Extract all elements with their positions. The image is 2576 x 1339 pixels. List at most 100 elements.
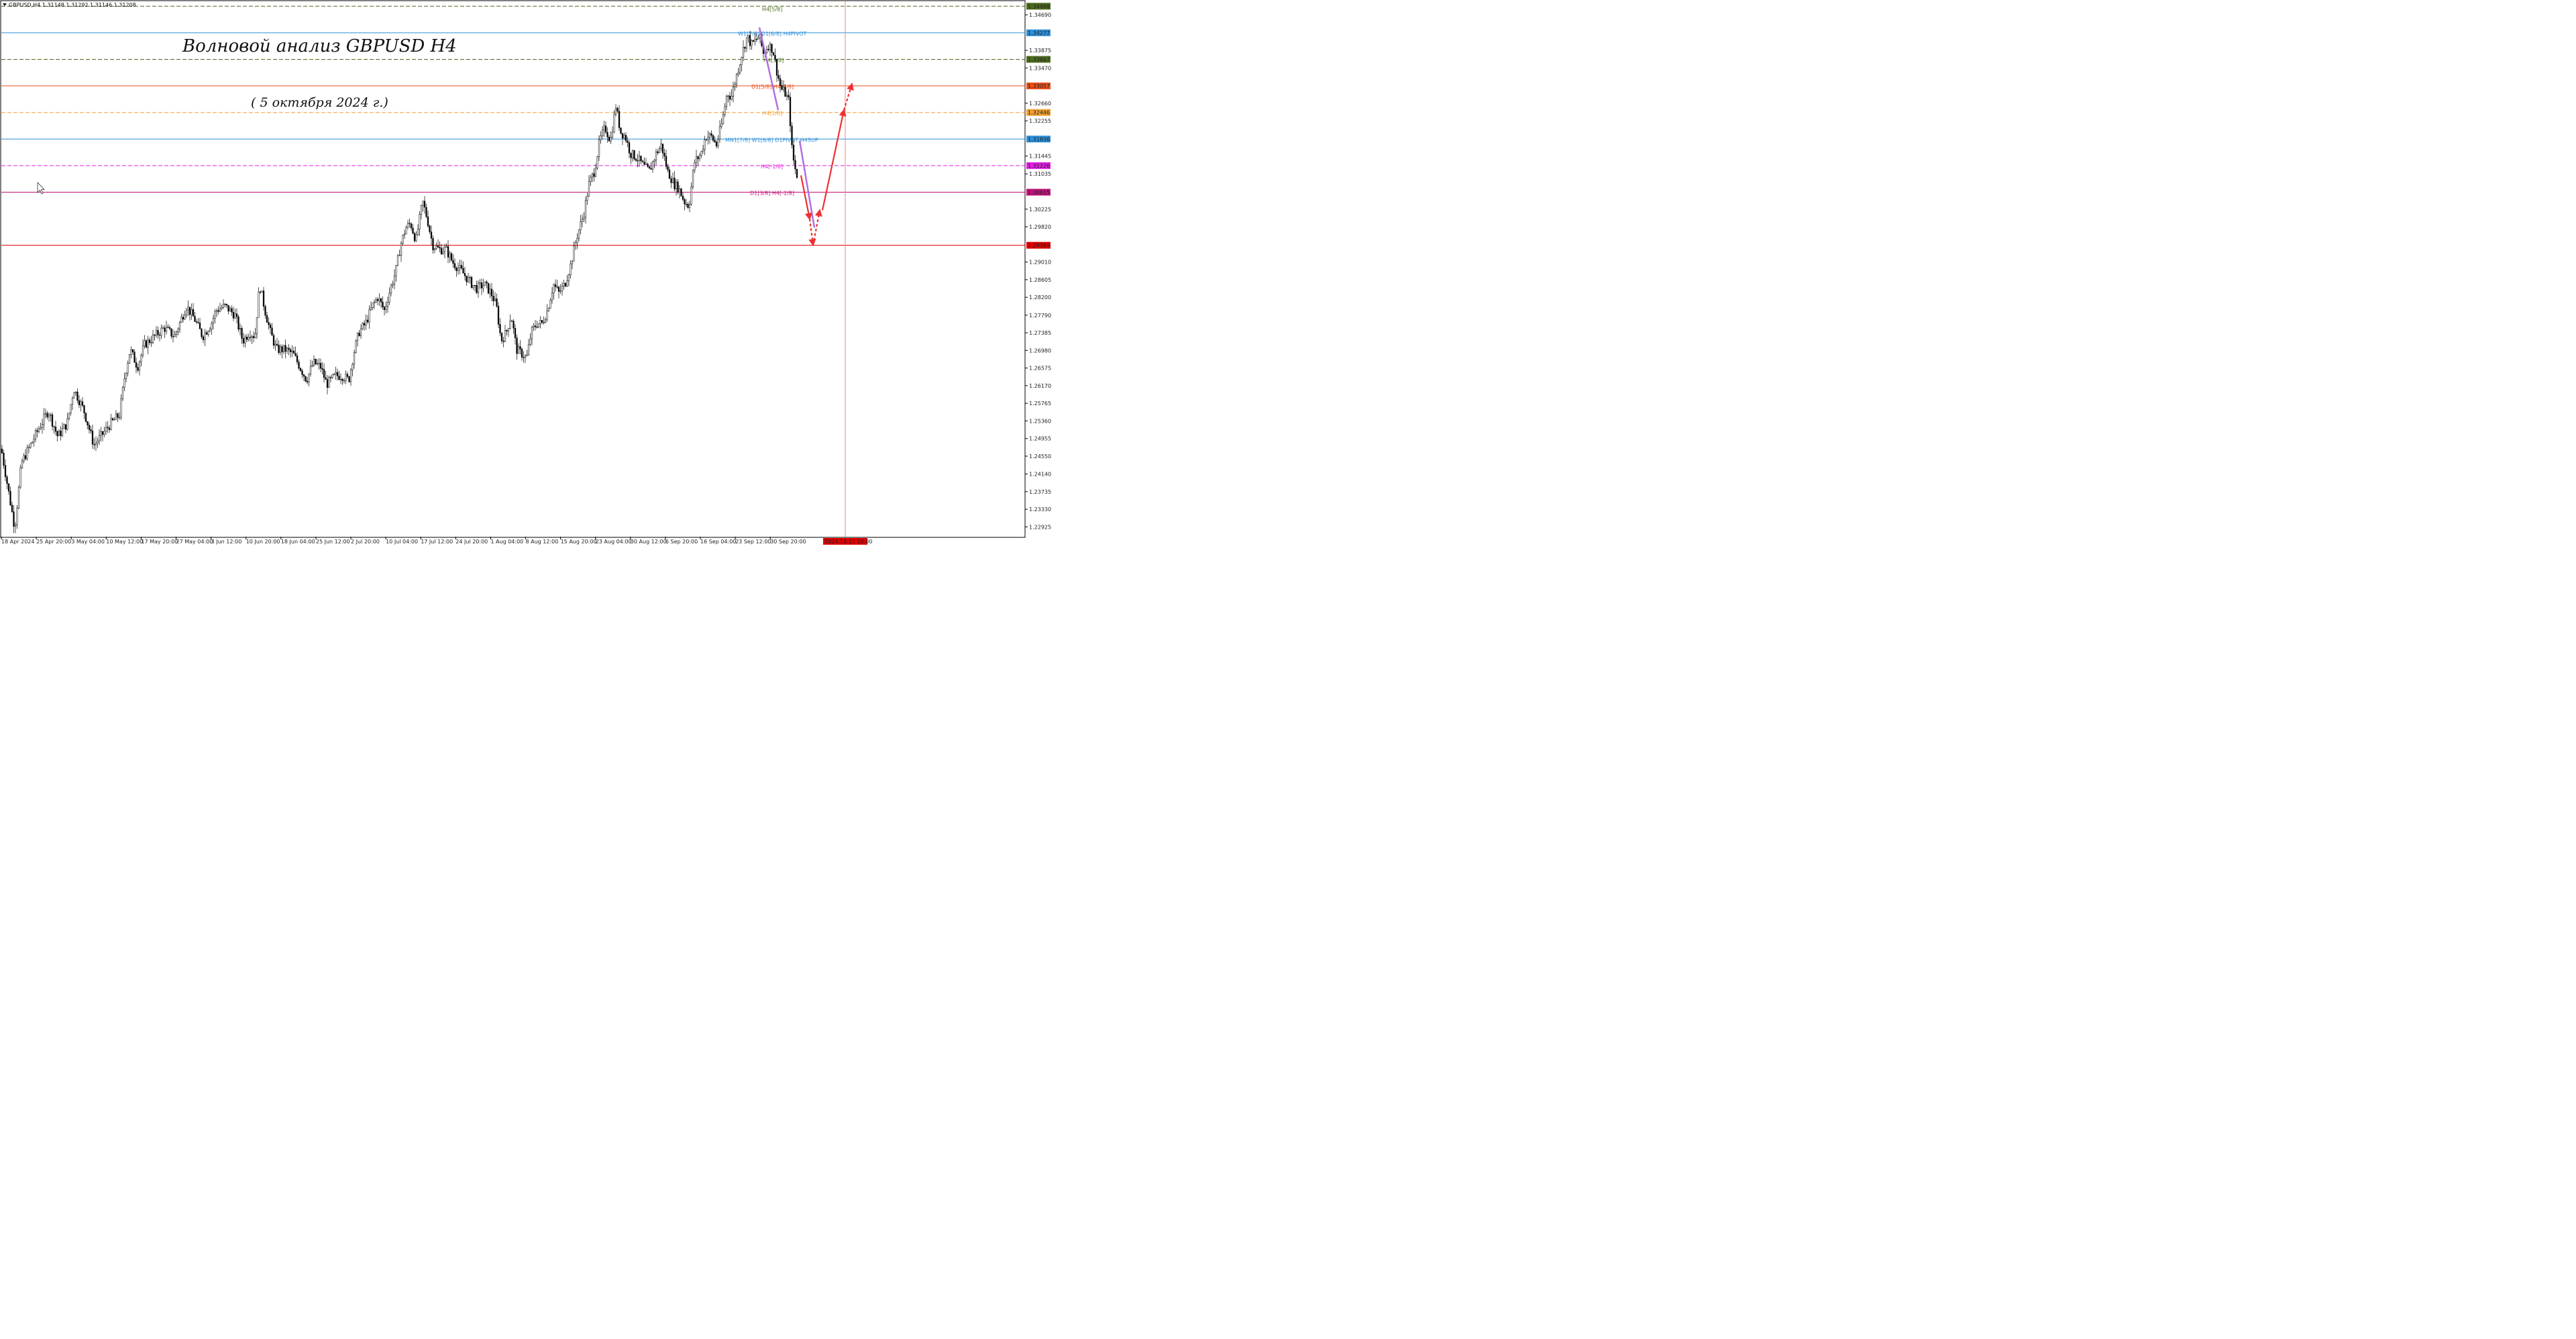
candle xyxy=(356,332,359,347)
candle xyxy=(350,368,352,386)
candle xyxy=(7,483,10,495)
level-price-box xyxy=(1026,242,1051,249)
candle xyxy=(403,229,406,239)
candle-body xyxy=(744,47,746,49)
candle-body xyxy=(244,336,246,343)
candle-body xyxy=(771,44,773,53)
candle-body xyxy=(665,156,667,167)
candle xyxy=(613,109,615,133)
candle-body xyxy=(232,312,235,319)
candle-body xyxy=(697,156,699,160)
candle xyxy=(392,280,394,288)
triangle-down-icon[interactable] xyxy=(3,3,7,6)
candle xyxy=(513,319,515,334)
y-tick-label: 1.32255 xyxy=(1029,118,1051,124)
candle-body xyxy=(90,429,92,431)
candle xyxy=(138,360,141,376)
candle-body xyxy=(462,268,464,274)
candle xyxy=(423,196,426,214)
x-tick-label: 10 Jul 04:00 xyxy=(386,539,418,545)
candle-body xyxy=(610,137,612,142)
candle-body xyxy=(466,276,468,282)
candle xyxy=(170,328,172,339)
candle-body xyxy=(546,311,548,321)
candle xyxy=(459,259,461,274)
candle-body xyxy=(157,330,159,335)
candle xyxy=(395,264,397,282)
candle-body xyxy=(564,282,567,286)
chart-root[interactable]: H4[5/8] 1.34888 W1[7/8] D1[6/8] H4PIVOT 1.3… xyxy=(0,0,1052,547)
candle xyxy=(352,362,354,377)
candle-body xyxy=(345,374,347,381)
candle xyxy=(274,339,276,351)
candle-body xyxy=(628,142,631,154)
candle xyxy=(51,412,54,431)
candle-body xyxy=(248,337,250,340)
candle-body xyxy=(554,284,557,287)
candle-body xyxy=(782,87,785,90)
candle xyxy=(452,254,454,268)
candle-body xyxy=(252,336,255,338)
candle-body xyxy=(26,447,28,460)
candle-body xyxy=(779,78,782,86)
candle xyxy=(289,347,292,358)
candle xyxy=(710,130,712,138)
y-tick-label: 1.31035 xyxy=(1029,171,1051,177)
candle xyxy=(588,174,590,197)
candle-body xyxy=(661,144,664,154)
candle-body xyxy=(167,327,169,328)
candle xyxy=(160,324,162,339)
header: GBPUSD,H4 1.31148 1.31292 1.31146 1.3120… xyxy=(3,2,136,8)
candle xyxy=(670,175,672,189)
price-chart[interactable]: H4[5/8] 1.34888 W1[7/8] D1[6/8] H4PIVOT 1.3… xyxy=(0,0,1052,547)
level-price-label: 1.34277 xyxy=(1028,30,1050,36)
candle-body xyxy=(500,332,503,341)
candle-body xyxy=(378,298,380,301)
candle-body xyxy=(623,135,625,139)
candle-body xyxy=(178,322,181,329)
candle-body xyxy=(294,353,297,356)
forecast-up-dashed xyxy=(812,209,822,246)
candle xyxy=(235,308,238,323)
candle xyxy=(316,359,319,366)
candle-body xyxy=(88,425,91,430)
candle-body xyxy=(765,49,768,53)
candle-body xyxy=(650,168,652,170)
candle-body xyxy=(224,303,226,305)
candle xyxy=(60,426,62,441)
candle xyxy=(140,353,142,366)
candle-body xyxy=(110,418,112,430)
candle xyxy=(443,244,446,259)
candle xyxy=(500,332,503,344)
candle xyxy=(772,52,775,56)
candle xyxy=(574,239,577,250)
candle xyxy=(175,330,178,338)
candle xyxy=(326,375,329,394)
y-tick-label: 1.23735 xyxy=(1029,489,1051,495)
candle xyxy=(600,131,602,144)
candle xyxy=(372,303,374,311)
candle xyxy=(21,458,23,469)
candle-body xyxy=(360,328,362,336)
candle-body xyxy=(452,260,454,264)
candle xyxy=(229,306,231,312)
candle-body xyxy=(315,358,317,365)
candle-body xyxy=(731,96,733,100)
candle-body xyxy=(192,309,195,317)
candle xyxy=(794,154,796,174)
candle xyxy=(70,404,72,416)
candle xyxy=(537,323,540,329)
candle-body xyxy=(286,347,288,352)
candle-body xyxy=(370,307,372,310)
candle-body xyxy=(593,173,595,177)
x-tick-label: 23 Aug 04:00 xyxy=(596,539,632,545)
candle xyxy=(11,501,13,513)
level-price-box xyxy=(1026,162,1051,169)
candle-body xyxy=(97,441,99,443)
candle xyxy=(345,370,347,384)
candle xyxy=(219,303,221,313)
candle xyxy=(472,284,474,290)
candle-body xyxy=(698,155,701,160)
candle-body xyxy=(21,460,23,468)
candle xyxy=(796,168,798,179)
